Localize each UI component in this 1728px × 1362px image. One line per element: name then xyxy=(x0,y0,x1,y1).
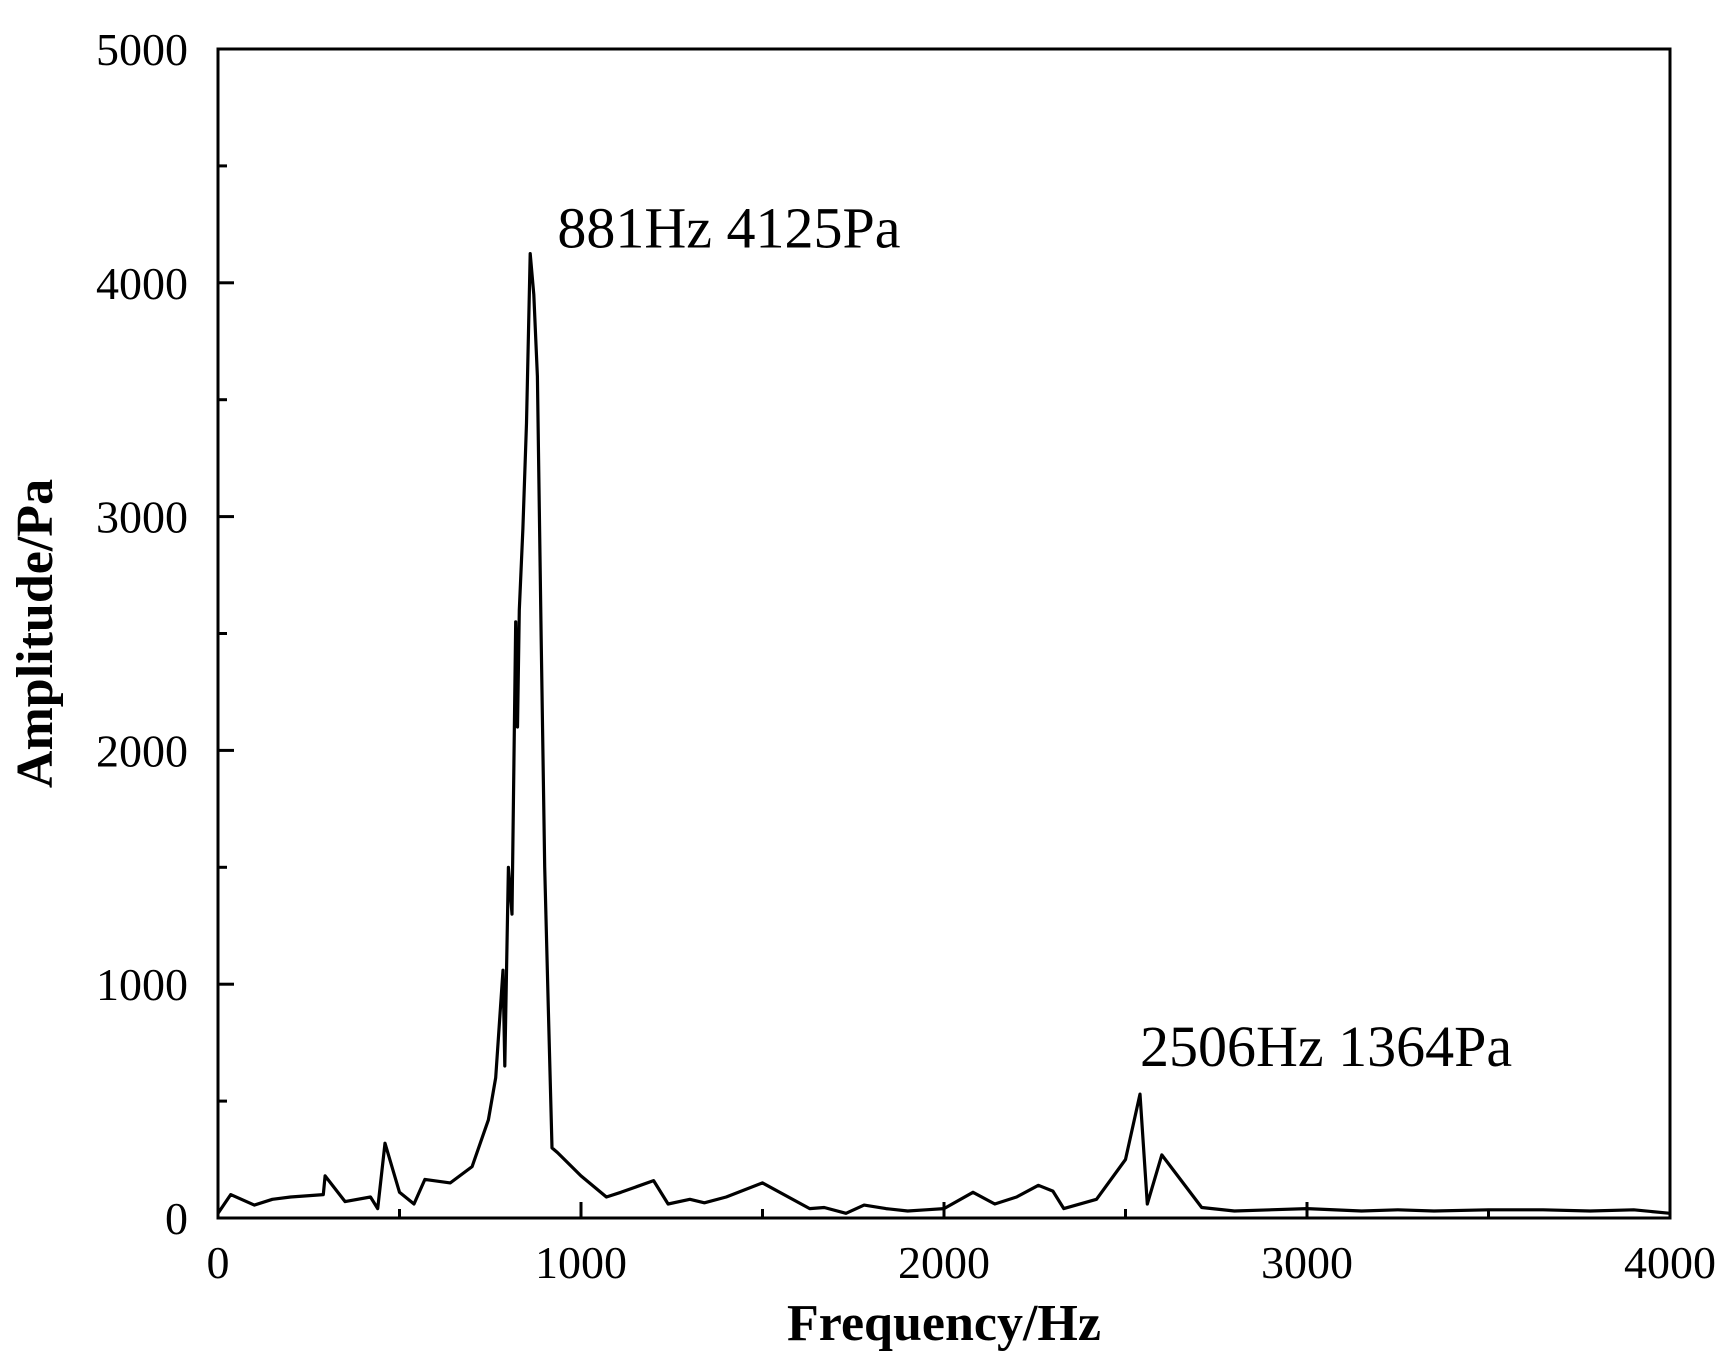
x-tick-label: 3000 xyxy=(1261,1237,1353,1288)
y-tick-label: 2000 xyxy=(96,725,188,776)
x-tick-label: 1000 xyxy=(535,1237,627,1288)
y-tick-label: 0 xyxy=(165,1193,188,1244)
x-tick-label: 0 xyxy=(207,1237,230,1288)
series-line xyxy=(216,252,1671,1215)
x-tick-label: 2000 xyxy=(898,1237,990,1288)
y-tick-label: 1000 xyxy=(96,959,188,1010)
y-ticks-group xyxy=(218,47,234,1220)
x-tick-label: 4000 xyxy=(1624,1237,1716,1288)
x-axis-title: Frequency/Hz xyxy=(787,1295,1101,1352)
peak-annotation: 881Hz 4125Pa xyxy=(557,196,900,261)
y-tick-labels-group: 0 1000 2000 3000 4000 5000 xyxy=(96,24,188,1244)
y-tick-label: 5000 xyxy=(96,24,188,75)
y-tick-label: 4000 xyxy=(96,258,188,309)
plot-frame xyxy=(216,47,1672,1220)
x-tick-labels-group: 0 1000 2000 3000 4000 xyxy=(207,1237,1717,1288)
peak-annotation: 2506Hz 1364Pa xyxy=(1140,1014,1512,1079)
y-axis-title: Amplitude/Pa xyxy=(7,479,64,788)
y-tick-label: 3000 xyxy=(96,492,188,543)
annotations-group: 881Hz 4125Pa 2506Hz 1364Pa xyxy=(557,196,1512,1079)
